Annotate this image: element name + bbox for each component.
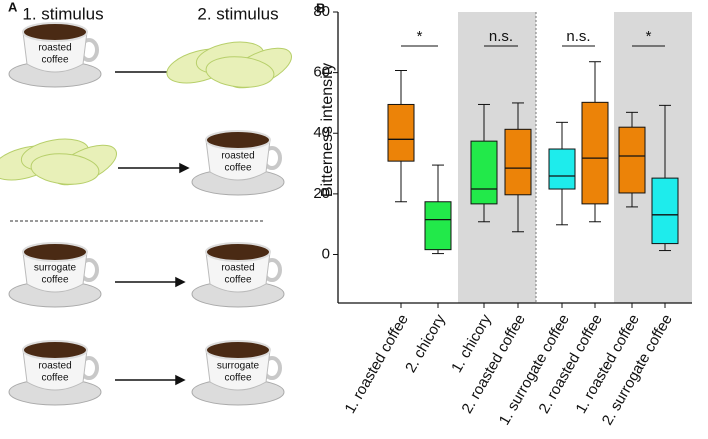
box bbox=[504, 128, 532, 196]
box bbox=[548, 148, 576, 190]
x-tick-label: 1. roasted coffee bbox=[341, 311, 411, 416]
cup-label: coffee bbox=[224, 163, 251, 174]
cup-label: surrogate bbox=[34, 263, 77, 274]
coffee bbox=[22, 22, 88, 42]
arrows bbox=[115, 66, 190, 386]
cup-body bbox=[22, 349, 88, 391]
box bbox=[581, 101, 609, 205]
cup-label: coffee bbox=[41, 55, 68, 66]
significance-label: n.s. bbox=[566, 28, 590, 45]
box bbox=[651, 177, 679, 245]
cup-label: coffee bbox=[41, 373, 68, 384]
y-tick-label: 40 bbox=[313, 124, 330, 141]
cup-label: coffee bbox=[41, 275, 68, 286]
y-tick-label: 60 bbox=[313, 64, 330, 81]
cup-body bbox=[205, 251, 271, 293]
cup-body bbox=[22, 251, 88, 293]
cup-label: roasted bbox=[38, 361, 71, 372]
coffee bbox=[205, 242, 271, 262]
y-tick-label: 0 bbox=[322, 245, 330, 262]
cup-label: roasted bbox=[221, 263, 254, 274]
y-axis-label: Bitterness intensity bbox=[319, 63, 336, 197]
leaf bbox=[30, 153, 100, 185]
chicory bbox=[0, 138, 117, 186]
cup-label: surrogate bbox=[217, 361, 260, 372]
cup-label: coffee bbox=[224, 373, 251, 384]
coffee bbox=[22, 340, 88, 360]
cup-label: coffee bbox=[224, 275, 251, 286]
panel-label: A bbox=[8, 0, 18, 14]
significance-label: * bbox=[417, 28, 423, 45]
box bbox=[424, 201, 452, 251]
y-tick-label: 80 bbox=[313, 3, 330, 20]
chicory bbox=[166, 41, 292, 89]
column-header: 2. stimulus bbox=[197, 4, 278, 23]
box bbox=[470, 140, 498, 205]
y-tick-label: 20 bbox=[313, 185, 330, 202]
box bbox=[618, 126, 646, 194]
cup-body bbox=[22, 31, 88, 73]
significance-label: n.s. bbox=[489, 28, 513, 45]
box bbox=[387, 103, 415, 162]
significance-label: * bbox=[646, 28, 652, 45]
column-header: 1. stimulus bbox=[22, 4, 103, 23]
cup-body bbox=[205, 139, 271, 181]
coffee bbox=[205, 130, 271, 150]
coffee bbox=[205, 340, 271, 360]
leaf bbox=[205, 56, 275, 88]
coffee bbox=[22, 242, 88, 262]
panel-label: B bbox=[316, 0, 325, 15]
cup-label: roasted bbox=[221, 151, 254, 162]
cup-label: roasted bbox=[38, 43, 71, 54]
cup-body bbox=[205, 349, 271, 391]
